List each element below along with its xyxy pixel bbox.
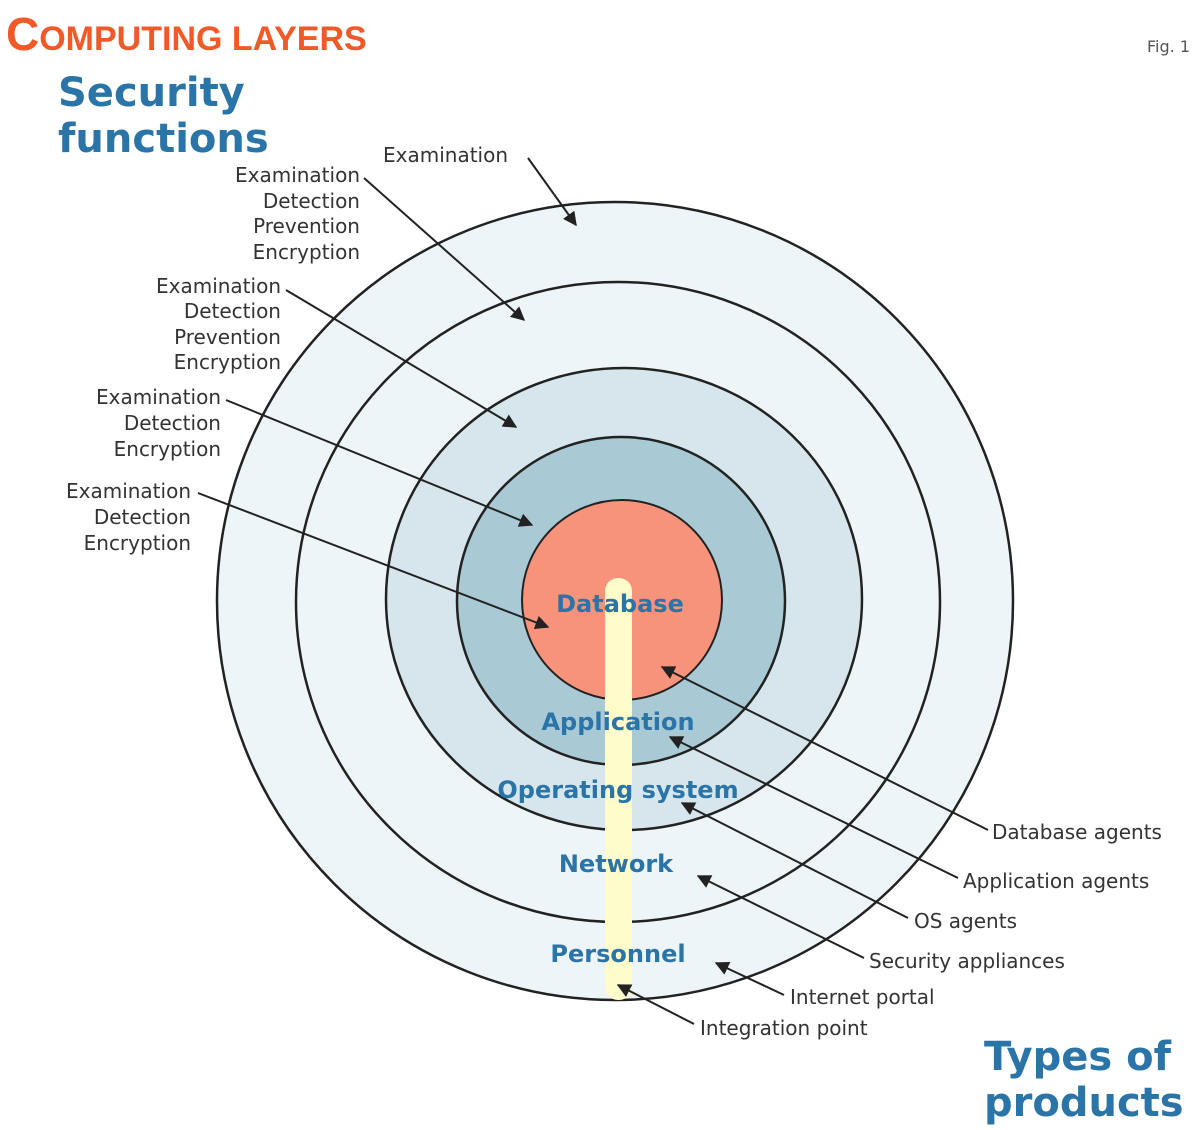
svg-text:Examination: Examination [156,274,281,298]
layer-label-operating-system: Operating system [497,776,738,804]
svg-text:Encryption: Encryption [114,437,221,461]
svg-text:Detection: Detection [94,505,191,529]
diagram-title: COMPUTING LAYERS [6,8,367,60]
product-internet-portal: Internet portal [790,985,935,1009]
layer-label-network: Network [559,850,674,878]
security-functions-application: Examination Detection Encryption [96,385,221,461]
security-functions-operating-system: Examination Detection Prevention Encrypt… [156,274,281,374]
svg-text:Examination: Examination [96,385,221,409]
svg-text:Detection: Detection [263,189,360,213]
security-functions-network: Examination Detection Prevention Encrypt… [235,163,360,264]
product-integration-point: Integration point [700,1016,868,1040]
svg-text:Prevention: Prevention [174,325,281,349]
svg-text:Encryption: Encryption [84,531,191,555]
security-functions-database: Examination Detection Encryption [66,479,191,555]
svg-text:Examination: Examination [383,143,508,167]
figure-label: Fig. 1 [1147,37,1190,56]
product-database-agents: Database agents [992,820,1162,844]
product-types-heading-2: products [984,1080,1184,1126]
svg-text:Examination: Examination [66,479,191,503]
layer-label-database: Database [556,590,684,618]
svg-text:Detection: Detection [184,299,281,323]
svg-text:Detection: Detection [124,411,221,435]
security-functions-personnel: Examination [383,143,508,167]
svg-text:Encryption: Encryption [174,350,281,374]
svg-text:Examination: Examination [235,163,360,187]
product-security-appliances: Security appliances [869,949,1065,973]
svg-text:Prevention: Prevention [253,214,360,238]
svg-text:Encryption: Encryption [253,240,360,264]
product-types-heading-1: Types of [984,1034,1172,1080]
security-function-arrows [197,157,577,630]
layer-label-application: Application [541,708,694,736]
product-application-agents: Application agents [963,869,1149,893]
integration-bar [605,578,632,1000]
security-functions-heading-1: Security [58,70,245,116]
security-functions-heading-2: functions [58,116,269,162]
layer-label-personnel: Personnel [550,940,685,968]
product-arrows [616,666,989,1025]
product-os-agents: OS agents [914,909,1017,933]
